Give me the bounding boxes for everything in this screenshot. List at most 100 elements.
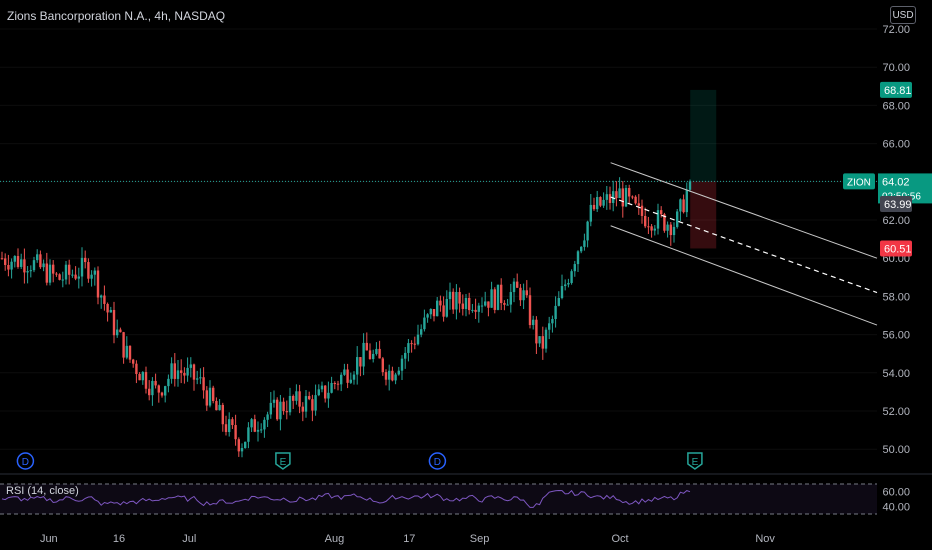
candle-body bbox=[84, 257, 87, 263]
candle-body bbox=[36, 254, 39, 261]
currency-button[interactable]: USD bbox=[890, 6, 916, 24]
candle-body bbox=[589, 204, 592, 222]
candle-body bbox=[621, 188, 624, 207]
candle-body bbox=[650, 226, 653, 231]
candle-body bbox=[407, 343, 410, 353]
candle-body bbox=[474, 309, 477, 312]
candle-body bbox=[672, 226, 676, 236]
candle-body bbox=[45, 263, 48, 283]
candle-body bbox=[384, 372, 388, 380]
candle-body bbox=[327, 392, 330, 399]
candle-body bbox=[423, 317, 426, 330]
candle-body bbox=[301, 406, 304, 412]
rsi-label: RSI (14, close) bbox=[6, 485, 79, 497]
candle-body bbox=[471, 309, 474, 311]
candle-body bbox=[330, 383, 333, 393]
candle-body bbox=[442, 305, 445, 317]
candle-body bbox=[285, 411, 288, 413]
candle-body bbox=[183, 372, 186, 376]
symbol-badge-bg bbox=[843, 173, 875, 190]
candle-body bbox=[445, 299, 448, 317]
candle-body bbox=[570, 271, 573, 283]
candle-body bbox=[484, 301, 487, 306]
candle-body bbox=[560, 286, 564, 299]
price-tick-label: 56.00 bbox=[882, 330, 910, 342]
price-tick-label: 68.00 bbox=[882, 100, 910, 112]
candle-body bbox=[39, 254, 42, 268]
candle-body bbox=[164, 386, 167, 396]
candle-body bbox=[615, 191, 618, 199]
rsi-pane bbox=[0, 473, 932, 515]
price-tick-label: 62.00 bbox=[882, 215, 910, 227]
candle-body bbox=[205, 390, 208, 406]
candle-body bbox=[346, 369, 349, 383]
candlestick-series bbox=[0, 177, 692, 458]
candle-body bbox=[304, 396, 308, 412]
candle-body bbox=[109, 309, 112, 313]
candle-body bbox=[436, 300, 439, 317]
candle-body bbox=[103, 295, 106, 304]
candle-body bbox=[580, 246, 583, 252]
candle-body bbox=[458, 291, 461, 304]
candle-body bbox=[58, 274, 61, 280]
position-tool[interactable] bbox=[0, 89, 877, 249]
event-marker-label: E bbox=[692, 457, 699, 468]
time-axis-label: Nov bbox=[755, 533, 775, 545]
candle-body bbox=[506, 304, 509, 306]
chart-grid bbox=[0, 28, 877, 450]
candle-body bbox=[138, 373, 141, 381]
price-tick-label: 66.00 bbox=[882, 139, 910, 151]
candle-body bbox=[71, 274, 74, 276]
candle-body bbox=[452, 291, 455, 310]
candle-body bbox=[420, 329, 423, 335]
candle-body bbox=[439, 300, 442, 306]
trend-channel[interactable] bbox=[610, 162, 878, 326]
candle-body bbox=[343, 369, 346, 375]
candle-body bbox=[240, 448, 244, 452]
candle-body bbox=[631, 196, 634, 198]
candle-body bbox=[16, 256, 20, 267]
candle-body bbox=[276, 399, 279, 420]
candle-body bbox=[212, 387, 215, 402]
candle-body bbox=[68, 264, 71, 275]
price-axis[interactable]: 72.00 70.00 68.00 66.00 62.00 60.00 58.00 56.00… bbox=[882, 24, 910, 514]
candle-body bbox=[100, 295, 103, 298]
time-axis-label: Jul bbox=[182, 533, 196, 545]
candle-body bbox=[592, 204, 596, 210]
candle-body bbox=[410, 343, 413, 345]
time-axis[interactable]: Jun 16 Jul Aug 17 Sep Oct Nov bbox=[40, 533, 775, 545]
candle-body bbox=[308, 396, 311, 400]
candle-body bbox=[87, 262, 90, 279]
candle-body bbox=[90, 274, 93, 279]
candle-body bbox=[196, 378, 199, 380]
candle-body bbox=[480, 305, 484, 307]
candle-body bbox=[455, 291, 458, 310]
candle-body bbox=[234, 425, 237, 440]
candle-body bbox=[199, 377, 202, 379]
event-marker-label: D bbox=[22, 457, 29, 468]
candle-body bbox=[432, 309, 436, 317]
candle-body bbox=[135, 363, 138, 374]
candle-body bbox=[298, 391, 301, 407]
rsi-band bbox=[0, 484, 877, 514]
candle-body bbox=[618, 188, 621, 199]
candle-body bbox=[320, 385, 324, 390]
candle-body bbox=[279, 401, 282, 420]
candle-body bbox=[292, 395, 295, 401]
earnings-marker bbox=[275, 452, 291, 470]
candle-body bbox=[548, 323, 551, 330]
candle-body bbox=[416, 334, 420, 345]
event-marker-label: E bbox=[280, 457, 287, 468]
candle-body bbox=[599, 197, 602, 206]
candle-body bbox=[202, 377, 205, 391]
candle-body bbox=[151, 380, 154, 396]
candle-body bbox=[688, 181, 692, 190]
candle-body bbox=[576, 251, 580, 265]
price-tick-label: 50.00 bbox=[882, 444, 910, 456]
candle-body bbox=[324, 385, 327, 399]
candle-body bbox=[429, 309, 432, 315]
candle-body bbox=[365, 342, 368, 351]
